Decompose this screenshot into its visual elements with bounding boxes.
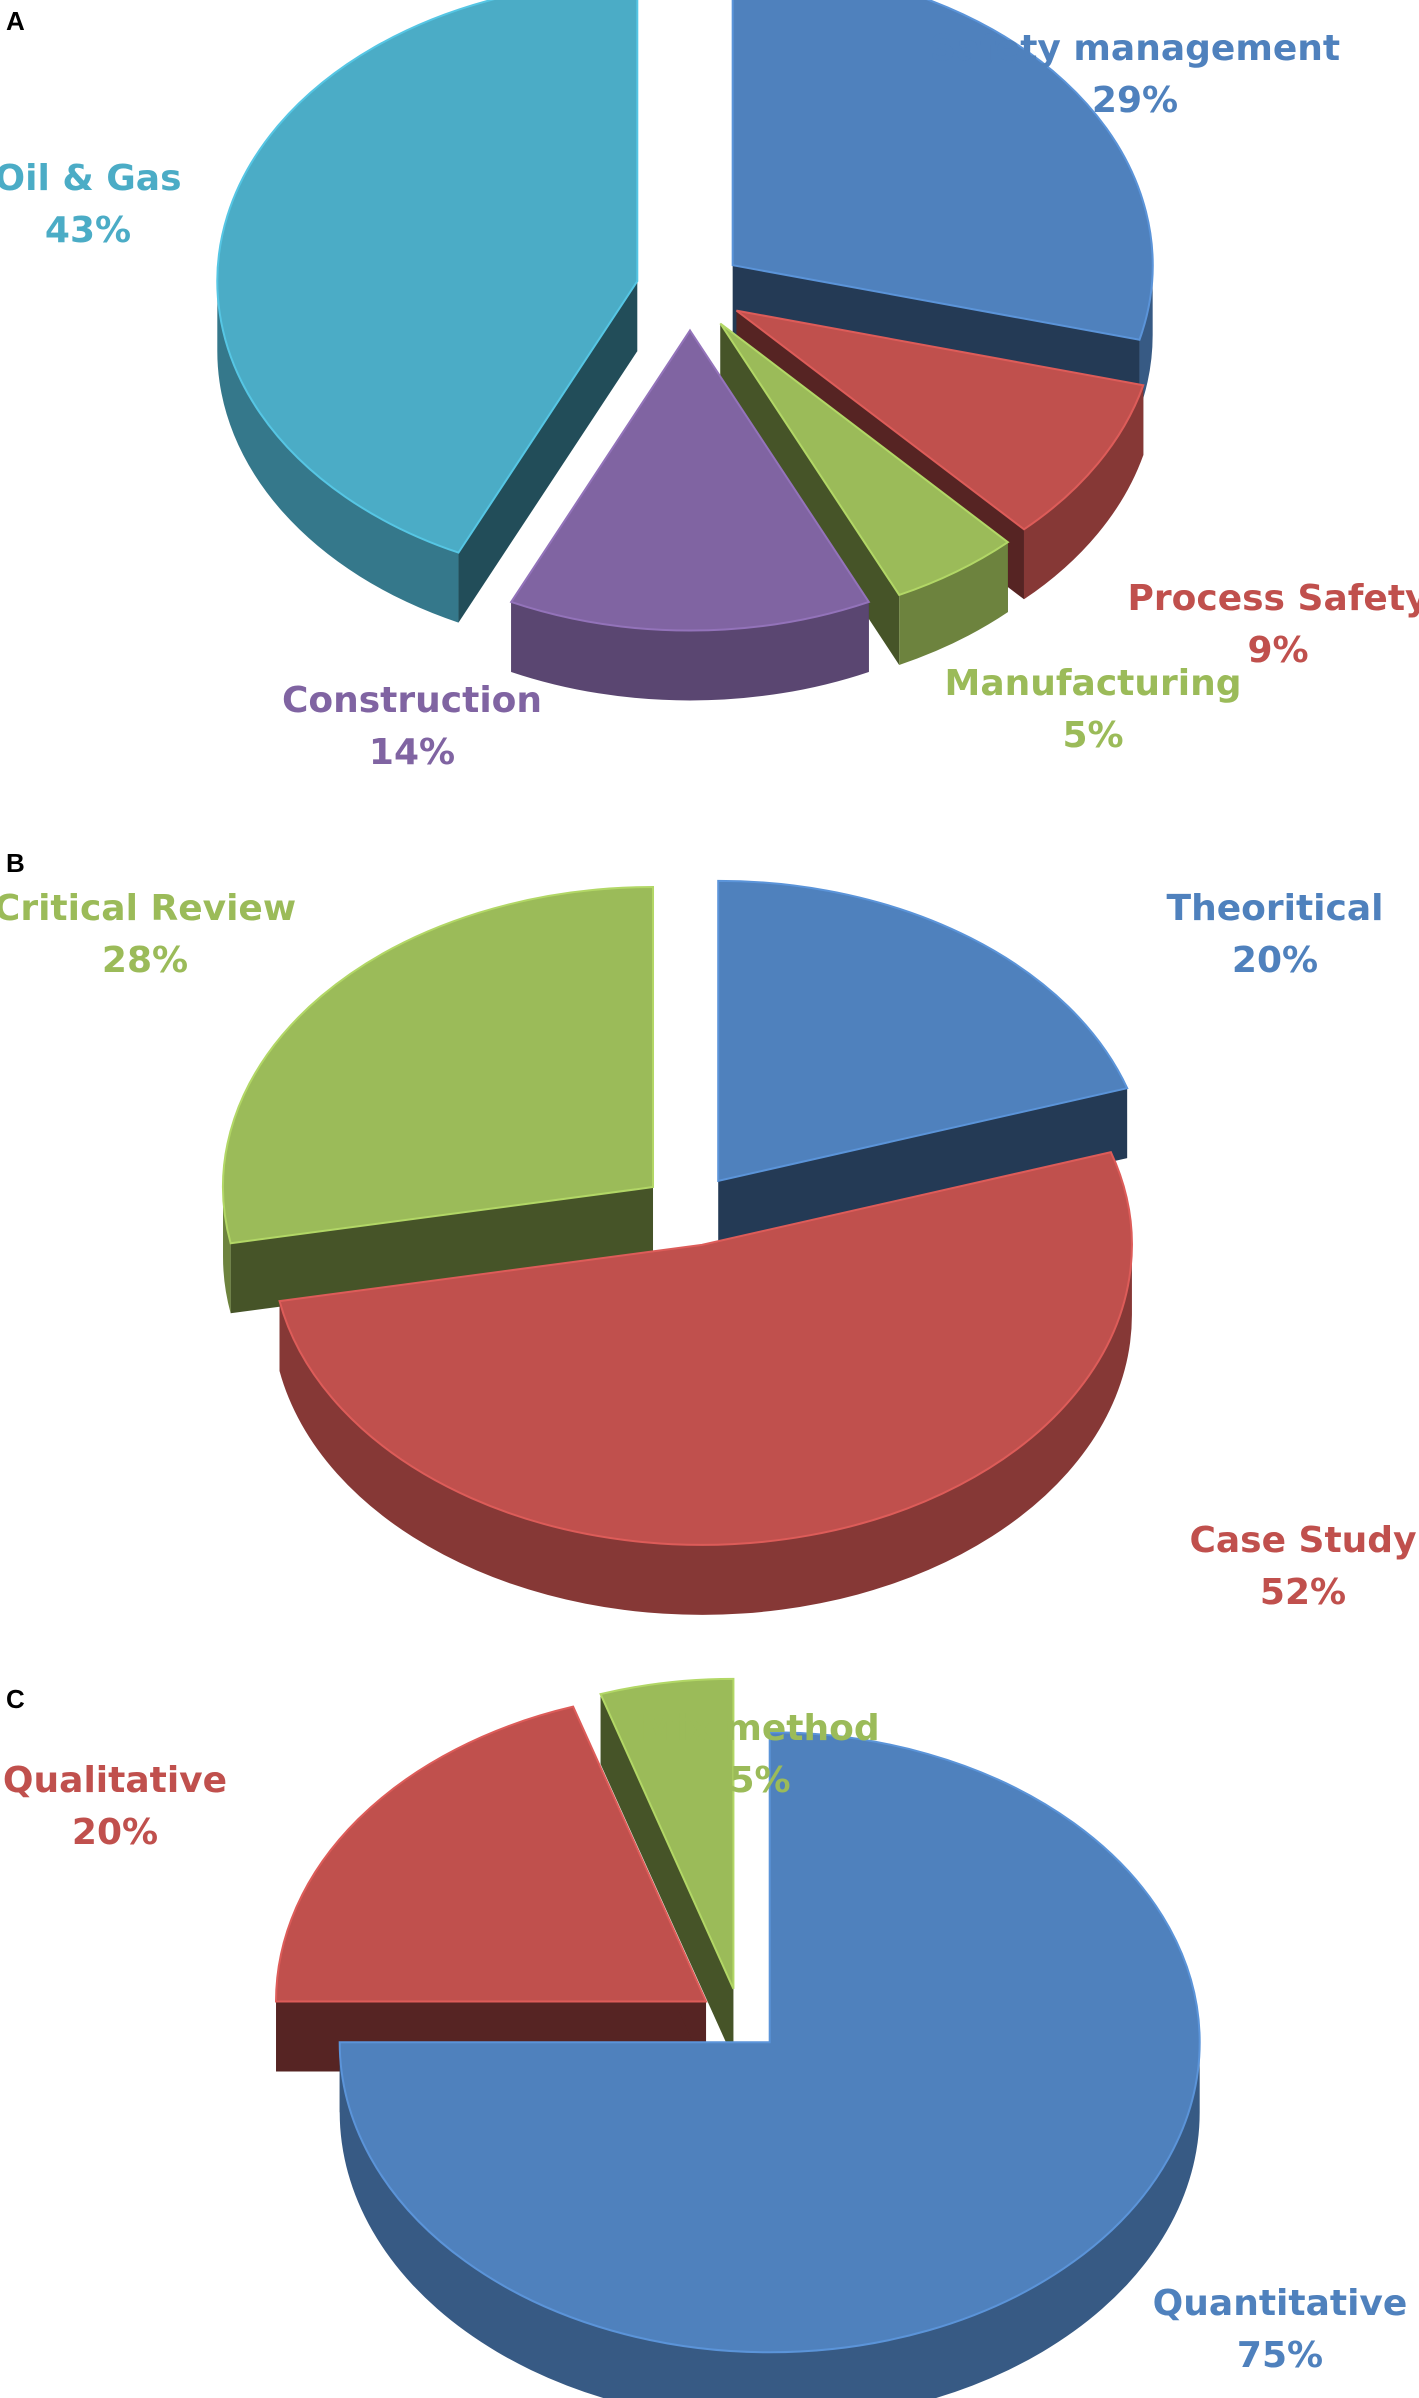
slice-value-label: 43% (45, 210, 131, 251)
panel-letter-a: A (6, 6, 25, 36)
slices-c (275, 1677, 1201, 2398)
label-theoritical: Theoritical 20% (1167, 888, 1384, 981)
label-case-study: Case Study 52% (1189, 1520, 1416, 1613)
panel-c: C Quantitative 75% Qualitative 20% Mix metho… (3, 1677, 1408, 2398)
slice-value-label: 20% (72, 1812, 158, 1853)
slice-case-study (278, 1151, 1133, 1615)
slice-name-label: Case Study (1189, 1520, 1416, 1561)
slice-name-label: Process Safety (1128, 578, 1419, 619)
slice-oil-gas (216, 0, 639, 623)
slice-name-label: Mix method (640, 1708, 879, 1749)
slice-name-label: Critical Review (0, 888, 296, 929)
slice-qualitative (275, 1705, 708, 2072)
slice-critical-review (222, 886, 655, 1314)
slice-mix-method (599, 1677, 735, 2059)
slice-construction (509, 328, 871, 701)
slices-a (216, 0, 1154, 701)
panel-letter-c: C (6, 1684, 25, 1714)
slice-name-label: Qualitative (3, 1760, 227, 1801)
slice-name-label: Manufacturing (945, 663, 1242, 704)
slice-value-label: 29% (1092, 80, 1178, 121)
slice-name-label: Quantitative (1153, 2283, 1408, 2324)
panel-letter-b: B (6, 848, 25, 878)
slice-name-label: Oil & Gas (0, 158, 182, 199)
slice-manufacturing (719, 322, 1010, 665)
slice-value-label: 75% (1237, 2335, 1323, 2376)
slice-value-label: 28% (102, 940, 188, 981)
slices-b (222, 879, 1133, 1615)
label-qualitative: Qualitative 20% (3, 1760, 227, 1853)
label-critical-review: Critical Review 28% (0, 888, 296, 981)
label-process-safety: Process Safety 9% (1128, 578, 1419, 671)
slice-value-label: 9% (1247, 630, 1308, 671)
slice-value-label: 52% (1260, 1572, 1346, 1613)
label-mix-method: Mix method 5% (640, 1708, 879, 1801)
label-construction: Construction 14% (282, 680, 542, 773)
slice-value-label: 5% (729, 1760, 790, 1801)
slice-quantitative (338, 1731, 1201, 2398)
slice-name-label: Theoritical (1167, 888, 1384, 929)
label-oil-gas: Oil & Gas 43% (0, 158, 182, 251)
panel-b: B Theoritical 20% Case Study 52% Critical Re… (0, 848, 1417, 1615)
label-manufacturing: Manufacturing 5% (945, 663, 1242, 756)
slice-theoritical (717, 879, 1129, 1251)
slice-name-label: Construction (282, 680, 542, 721)
slice-value-label: 5% (1062, 715, 1123, 756)
slice-value-label: 20% (1232, 940, 1318, 981)
slice-name-label: Safety management (930, 28, 1340, 69)
label-safety-management: Safety management 29% (930, 28, 1340, 121)
slice-value-label: 14% (369, 732, 455, 773)
panel-a: A Safety management 29% Process Safety 9%Ma… (0, 0, 1419, 773)
label-quantitative: Quantitative 75% (1153, 2283, 1408, 2376)
